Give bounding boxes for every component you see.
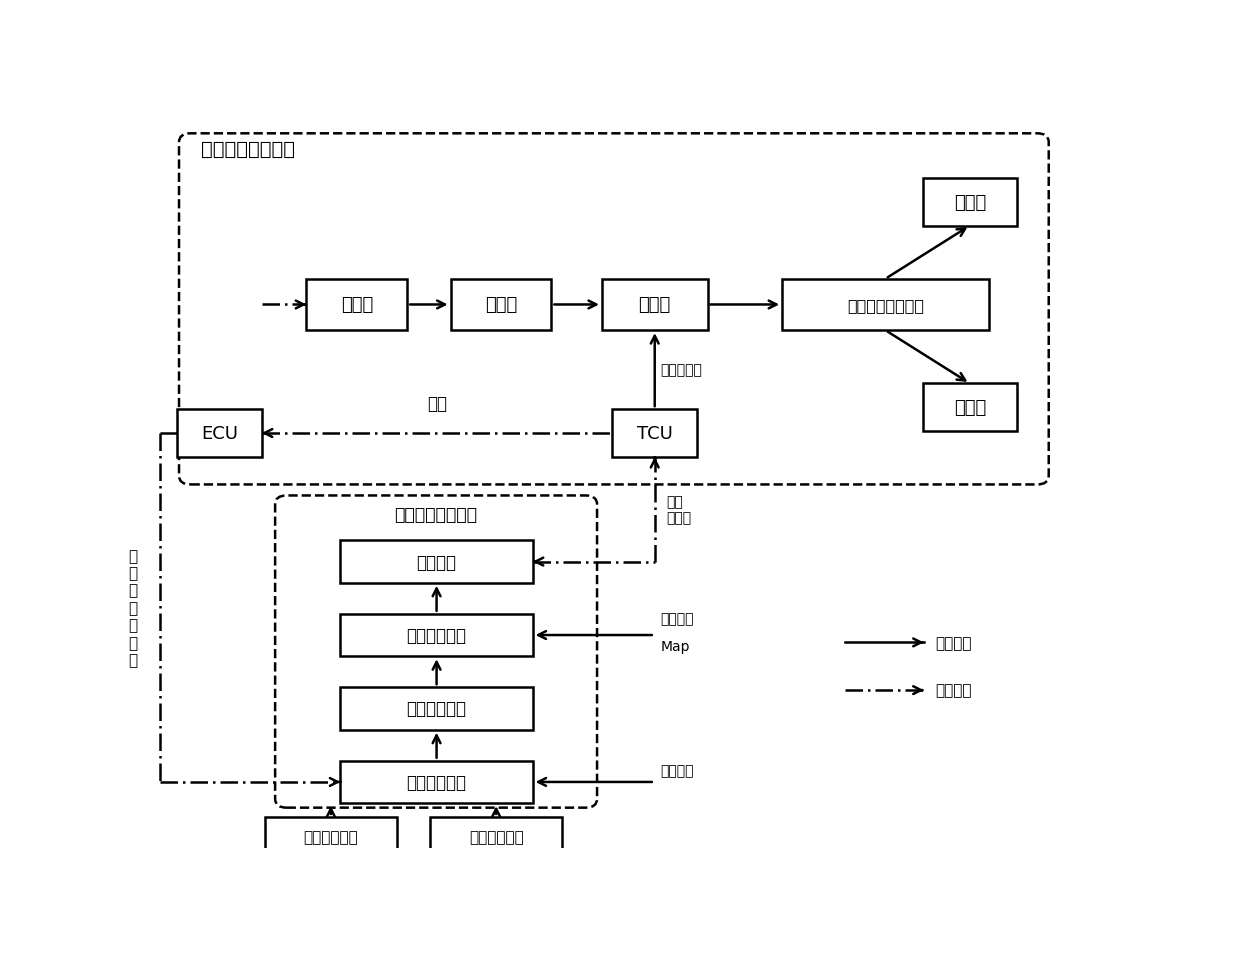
Text: 通信: 通信 (427, 395, 448, 413)
Text: ECU: ECU (201, 425, 238, 442)
Text: 车载导航系统: 车载导航系统 (469, 830, 523, 844)
FancyBboxPatch shape (179, 134, 1049, 485)
Bar (923, 178, 1017, 226)
Text: 基本换挡: 基本换挡 (661, 612, 694, 626)
Text: 换挡点预测控制器: 换挡点预测控制器 (394, 505, 477, 523)
Bar (341, 687, 533, 730)
Bar (341, 760, 533, 803)
Text: 最佳换挡点: 最佳换挡点 (661, 363, 702, 377)
Text: 主减速器及差速器: 主减速器及差速器 (847, 297, 924, 313)
Text: 离合器: 离合器 (485, 296, 517, 314)
Bar (341, 614, 533, 657)
Text: 机械连接: 机械连接 (935, 636, 972, 650)
Bar (782, 279, 988, 331)
Text: Map: Map (661, 639, 689, 653)
Bar (341, 540, 533, 583)
Bar (430, 817, 563, 858)
FancyBboxPatch shape (275, 496, 596, 808)
Text: 驱动轮: 驱动轮 (954, 193, 986, 212)
Text: 安全监测: 安全监测 (417, 553, 456, 571)
Bar (613, 410, 697, 457)
Text: TCU: TCU (637, 425, 672, 442)
Text: 输入信号处理: 输入信号处理 (407, 773, 466, 791)
Text: 换挡模式选择: 换挡模式选择 (407, 626, 466, 644)
Bar (264, 817, 397, 858)
Text: 当前挡位: 当前挡位 (661, 763, 694, 778)
Bar (177, 410, 262, 457)
Text: 驱动轮: 驱动轮 (954, 399, 986, 416)
Text: 车辆状态预测: 车辆状态预测 (407, 700, 466, 718)
Bar (601, 279, 708, 331)
Bar (923, 384, 1017, 432)
Text: 发动机: 发动机 (341, 296, 373, 314)
Bar (450, 279, 552, 331)
Text: 传统动力传统系统: 传统动力传统系统 (201, 140, 295, 159)
Text: 整车相关参数: 整车相关参数 (304, 830, 358, 844)
Text: 电气连接: 电气连接 (935, 683, 972, 698)
Text: 发
动
机
输
出
特
性: 发 动 机 输 出 特 性 (128, 548, 138, 667)
Text: 变速器: 变速器 (639, 296, 671, 314)
Bar (306, 279, 407, 331)
Text: 预测
换挡点: 预测 换挡点 (666, 495, 692, 525)
